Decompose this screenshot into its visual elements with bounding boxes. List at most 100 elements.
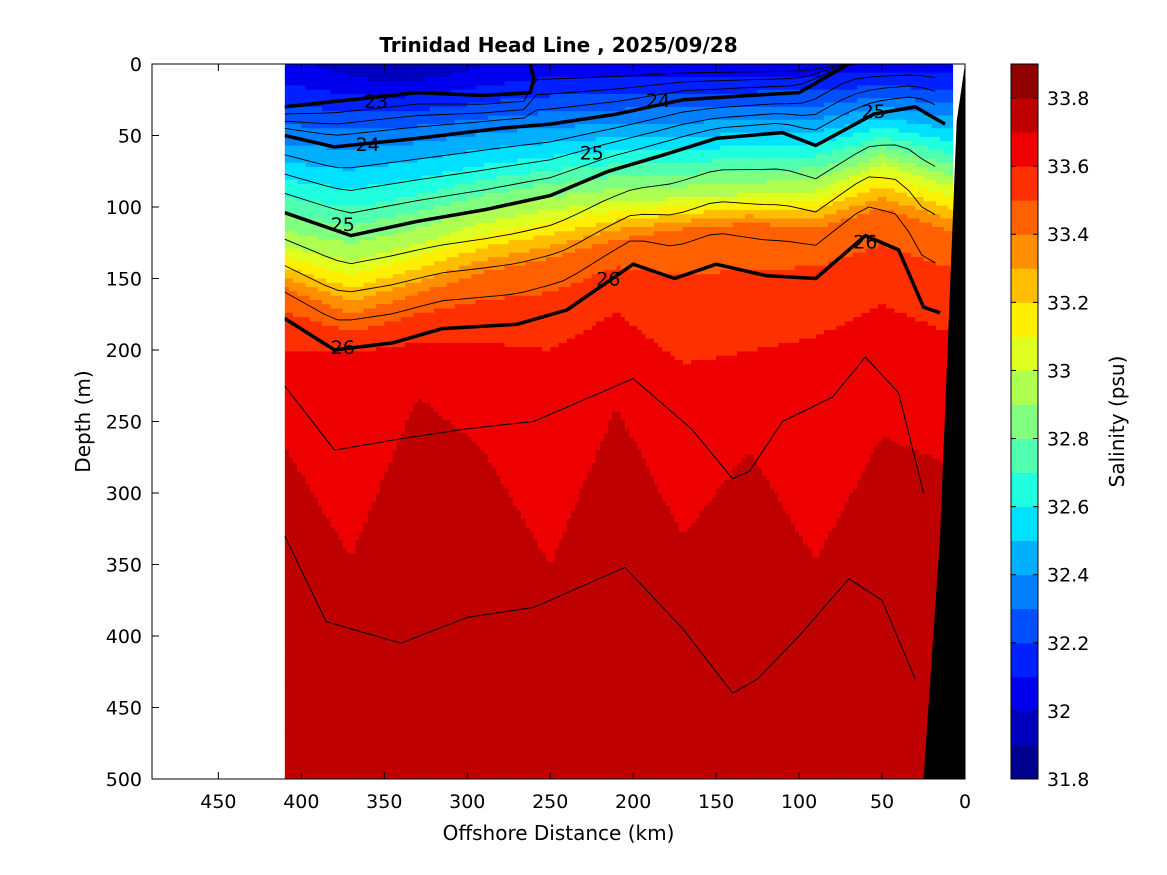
section-cell xyxy=(293,484,298,489)
section-cell xyxy=(368,733,373,738)
section-cell xyxy=(388,575,393,580)
section-cell xyxy=(285,587,290,592)
section-cell xyxy=(397,484,402,489)
section-cell xyxy=(322,429,327,434)
section-cell xyxy=(289,540,294,545)
section-cell xyxy=(388,472,393,477)
section-cell xyxy=(393,390,398,395)
section-cell xyxy=(397,720,402,725)
section-cell xyxy=(285,231,290,236)
section-cell xyxy=(364,360,369,365)
section-cell xyxy=(297,617,302,622)
section-cell xyxy=(401,545,406,550)
section-cell xyxy=(306,750,311,755)
section-cell xyxy=(326,673,331,678)
section-cell xyxy=(397,506,402,511)
section-cell xyxy=(376,197,381,202)
section-cell xyxy=(359,356,364,361)
section-cell xyxy=(310,68,315,73)
section-cell xyxy=(343,720,348,725)
section-cell xyxy=(372,317,377,322)
section-cell xyxy=(326,180,331,185)
section-cell xyxy=(326,467,331,472)
section-cell xyxy=(314,236,319,241)
section-cell xyxy=(310,579,315,584)
section-cell xyxy=(301,81,306,86)
section-cell xyxy=(364,729,369,734)
section-cell xyxy=(343,68,348,73)
section-cell xyxy=(368,73,373,78)
section-cell xyxy=(285,570,290,575)
section-cell xyxy=(393,77,398,82)
section-cell xyxy=(380,407,385,412)
section-cell xyxy=(393,515,398,520)
section-cell xyxy=(293,124,298,129)
section-cell xyxy=(368,489,373,494)
section-cell xyxy=(393,107,398,112)
section-cell xyxy=(289,652,294,657)
section-cell xyxy=(326,639,331,644)
section-cell xyxy=(401,68,406,73)
section-cell xyxy=(380,626,385,631)
section-cell xyxy=(351,708,356,713)
section-cell xyxy=(314,635,319,640)
section-cell xyxy=(405,304,410,309)
section-cell xyxy=(301,266,306,271)
section-cell xyxy=(384,309,389,314)
section-cell xyxy=(376,326,381,331)
section-cell xyxy=(397,656,402,661)
section-cell xyxy=(384,605,389,610)
section-cell xyxy=(372,124,377,129)
section-cell xyxy=(306,231,311,236)
section-cell xyxy=(335,429,340,434)
section-cell xyxy=(368,583,373,588)
section-cell xyxy=(347,738,352,743)
section-cell xyxy=(380,77,385,82)
section-cell xyxy=(330,360,335,365)
section-cell xyxy=(339,583,344,588)
section-cell xyxy=(388,420,393,425)
section-cell xyxy=(359,377,364,382)
section-cell xyxy=(306,339,311,344)
section-cell xyxy=(293,596,298,601)
section-cell xyxy=(355,206,360,211)
section-cell xyxy=(293,274,298,279)
section-cell xyxy=(310,570,315,575)
section-cell xyxy=(368,639,373,644)
section-cell xyxy=(393,489,398,494)
section-cell xyxy=(355,545,360,550)
section-cell xyxy=(330,167,335,172)
section-cell xyxy=(322,249,327,254)
section-cell xyxy=(355,708,360,713)
section-cell xyxy=(347,575,352,580)
section-cell xyxy=(322,364,327,369)
section-cell xyxy=(306,523,311,528)
section-cell xyxy=(364,283,369,288)
section-cell xyxy=(326,150,331,155)
section-cell xyxy=(405,502,410,507)
section-cell xyxy=(388,403,393,408)
section-cell xyxy=(318,81,323,86)
section-cell xyxy=(306,686,311,691)
section-cell xyxy=(405,176,410,181)
section-cell xyxy=(314,746,319,751)
section-cell xyxy=(364,167,369,172)
section-cell xyxy=(343,249,348,254)
section-cell xyxy=(297,678,302,683)
section-cell xyxy=(318,592,323,597)
section-cell xyxy=(351,515,356,520)
section-cell xyxy=(289,626,294,631)
section-cell xyxy=(393,206,398,211)
section-cell xyxy=(393,592,398,597)
section-cell xyxy=(297,240,302,245)
section-cell xyxy=(347,137,352,142)
section-cell xyxy=(322,373,327,378)
section-cell xyxy=(347,635,352,640)
section-cell xyxy=(372,472,377,477)
section-cell xyxy=(401,630,406,635)
section-cell xyxy=(335,176,340,181)
section-cell xyxy=(343,154,348,159)
section-cell xyxy=(393,600,398,605)
section-cell xyxy=(285,270,290,275)
section-cell xyxy=(380,768,385,773)
